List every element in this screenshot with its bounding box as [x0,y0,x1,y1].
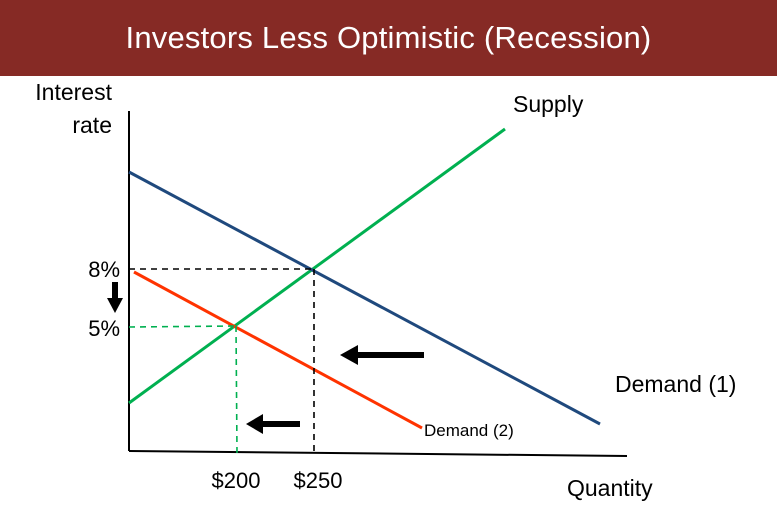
series-label-demand-2: Demand (2) [424,421,514,440]
series-demand-1-line [128,170,601,426]
down-arrow-icon [107,282,123,313]
y-tick-label-5pct: 5% [88,316,120,341]
y-axis-label-line1: Interest [35,79,112,105]
x-axis-label: Quantity [567,475,653,501]
series-supply-line [128,127,506,405]
series-demand-2-line [133,270,423,430]
y-axis-label-line2: rate [72,112,112,138]
y-tick-label-8pct: 8% [88,257,120,282]
guide-5pct-horizontal [128,325,237,328]
left-arrow-icon [246,414,300,434]
x-tick-label-200: $200 [212,468,261,493]
series-label-supply: Supply [513,91,584,117]
series-label-demand-1: Demand (1) [615,371,736,397]
chart-title: Investors Less Optimistic (Recession) [125,20,652,55]
title-bar: Investors Less Optimistic (Recession) [0,0,777,76]
left-arrow-icon [340,345,424,365]
x-axis [128,450,628,457]
x-tick-label-250: $250 [294,468,343,493]
guide-200-vertical [235,325,238,454]
